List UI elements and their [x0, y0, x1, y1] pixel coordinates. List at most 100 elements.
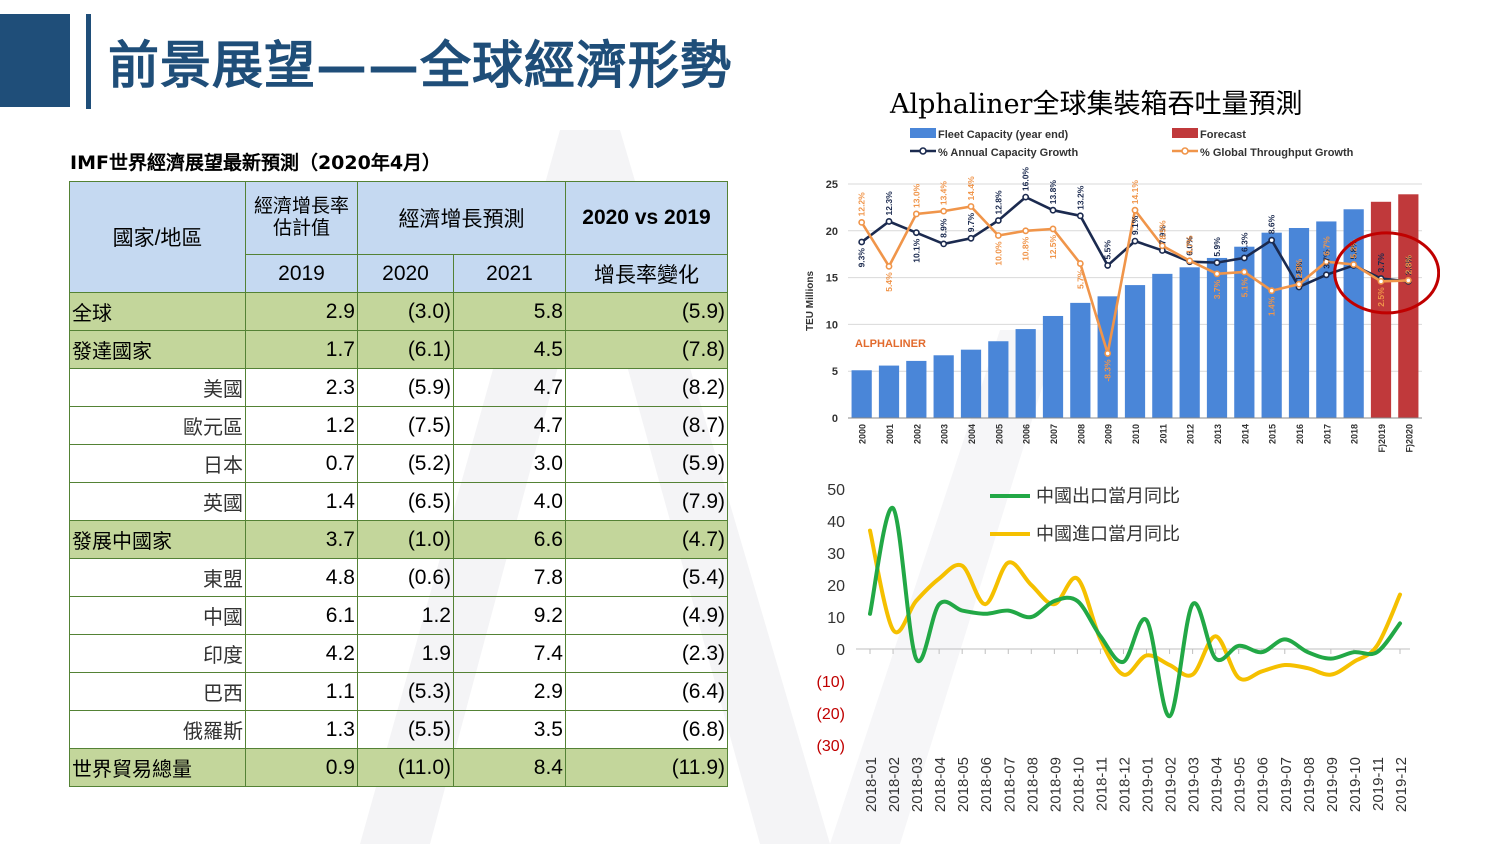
fleet-capacity-bar — [1234, 246, 1255, 418]
x-tick-label: 2016 — [1295, 424, 1305, 444]
x-tick-label: 2017 — [1322, 424, 1332, 444]
throughput-growth-point — [1022, 227, 1030, 235]
fleet-capacity-bar — [1343, 209, 1364, 418]
x-tick-label: 2018-11 — [1093, 757, 1110, 811]
forecast-bar — [1398, 194, 1419, 418]
x-tick-label: 2019-04 — [1209, 757, 1226, 812]
export-yoy-line — [868, 506, 1402, 719]
table-row: 全球 2.9 (3.0) 5.8 (5.9) — [69, 292, 728, 331]
header-year-2019: 2019 — [245, 254, 358, 293]
x-tick-label: 2019-06 — [1255, 757, 1272, 812]
cell-2021: 4.7 — [453, 406, 566, 445]
throughput-growth-label: 6.7% — [1321, 236, 1331, 256]
fleet-capacity-bar — [878, 365, 900, 418]
cell-2019: 1.3 — [245, 710, 358, 749]
cell-change: (8.2) — [565, 368, 728, 407]
capacity-growth-point — [967, 234, 975, 242]
throughput-growth-label: 13.0% — [911, 183, 921, 208]
header-year-2021: 2021 — [453, 254, 566, 293]
header-forecast: 經濟增長預測 — [357, 181, 566, 255]
capacity-growth-point — [912, 229, 920, 237]
x-tick-label: 2019-12 — [1393, 757, 1410, 812]
capacity-growth-label: 5.5% — [1103, 240, 1113, 260]
y-tick-label: 0 — [836, 642, 845, 659]
throughput-growth-point — [1186, 257, 1194, 265]
x-tick-label: 2006 — [1022, 424, 1032, 444]
y-tick-label: 15 — [826, 273, 838, 285]
throughput-growth-point — [858, 218, 866, 226]
cell-change: (7.9) — [565, 482, 728, 521]
throughput-growth-point — [967, 203, 975, 210]
fleet-capacity-bar — [1070, 302, 1091, 418]
capacity-growth-point — [1022, 193, 1030, 201]
fleet-capacity-bar — [1179, 267, 1200, 418]
row-name: 中國 — [69, 596, 246, 635]
throughput-growth-label: -8.3% — [1103, 359, 1113, 382]
cell-change: (5.9) — [565, 292, 728, 331]
header-year-2020: 2020 — [357, 254, 454, 293]
table-row: 發展中國家 3.7 (1.0) 6.6 (4.7) — [69, 520, 728, 559]
x-tick-label: 2019-02 — [1163, 757, 1180, 812]
x-tick-label: 2018-03 — [909, 757, 926, 812]
x-tick-label: 2018-04 — [932, 757, 949, 812]
fleet-capacity-bar — [988, 341, 1009, 418]
capacity-growth-label: 8.9% — [939, 218, 949, 238]
capacity-growth-label: 1.8% — [1294, 261, 1304, 281]
legend-label: Forecast — [1200, 129, 1246, 141]
cell-2021: 4.5 — [453, 330, 566, 369]
throughput-growth-point — [1131, 206, 1139, 214]
cell-2021: 3.5 — [453, 710, 566, 749]
cell-2020: (5.9) — [357, 368, 454, 407]
capacity-growth-label: 9.7% — [966, 212, 976, 232]
row-name: 世界貿易總量 — [69, 748, 246, 787]
cell-2021: 3.0 — [453, 444, 566, 483]
title-divider — [86, 14, 91, 109]
throughput-growth-label: 10.0% — [993, 241, 1003, 266]
fleet-capacity-bar — [1261, 232, 1282, 418]
capacity-growth-point — [858, 238, 866, 246]
cell-2021: 6.6 — [453, 520, 566, 559]
forecast-bar — [1370, 201, 1392, 418]
x-tick-label: 2013 — [1213, 424, 1223, 444]
x-tick-label: 2011 — [1158, 424, 1168, 444]
throughput-growth-point — [885, 262, 893, 270]
capacity-growth-label: 16.0% — [1021, 167, 1031, 192]
table-row: 東盟 4.8 (0.6) 7.8 (5.4) — [69, 558, 728, 597]
throughput-growth-label: 8.5% — [1157, 220, 1167, 240]
cell-2019: 4.2 — [245, 634, 358, 673]
cell-2020: (11.0) — [357, 748, 454, 787]
fleet-capacity-bar — [960, 349, 982, 418]
throughput-growth-label: 5.7% — [1075, 269, 1085, 289]
x-tick-label: 2019-01 — [1140, 757, 1157, 812]
container-throughput-chart: 0 5 10 15 20 25 TEU Millions ALPHALINER 2000 2001… — [805, 128, 1440, 453]
cell-2019: 0.7 — [245, 444, 358, 483]
fleet-capacity-bar — [1124, 285, 1146, 418]
y-tick-label: 10 — [826, 319, 838, 331]
legend-swatch — [910, 128, 936, 138]
cell-2021: 2.9 — [453, 672, 566, 711]
cell-change: (11.9) — [565, 748, 728, 787]
cell-2019: 2.9 — [245, 292, 358, 331]
capacity-growth-label: 9.1% — [1130, 215, 1140, 235]
throughput-growth-label: 2.5% — [1376, 287, 1386, 307]
fleet-capacity-bar — [1206, 257, 1228, 418]
capacity-growth-label: 5.8% — [1349, 240, 1359, 260]
y-tick-label: 0 — [832, 413, 838, 425]
x-tick-label: F)2019 — [1377, 424, 1387, 453]
x-tick-label: 2008 — [1076, 424, 1086, 444]
capacity-growth-point — [1104, 262, 1112, 269]
cell-2020: 1.2 — [357, 596, 454, 635]
throughput-growth-point — [1213, 270, 1221, 278]
throughput-growth-point — [1268, 287, 1276, 295]
legend-label: 中國進口當月同比 — [1036, 524, 1180, 544]
legend-swatch — [1172, 128, 1198, 138]
x-tick-label: 2018-01 — [863, 757, 880, 812]
header-estimate-text: 經濟增長率估計值 — [253, 196, 349, 239]
throughput-growth-label: 2.8% — [1403, 255, 1413, 275]
x-tick-label: 2018-10 — [1070, 757, 1087, 812]
row-name: 英國 — [69, 482, 246, 521]
capacity-growth-point — [1131, 237, 1139, 245]
table-row: 發達國家 1.7 (6.1) 4.5 (7.8) — [69, 330, 728, 369]
cell-change: (8.7) — [565, 406, 728, 445]
x-tick-label: 2019-09 — [1324, 757, 1341, 812]
